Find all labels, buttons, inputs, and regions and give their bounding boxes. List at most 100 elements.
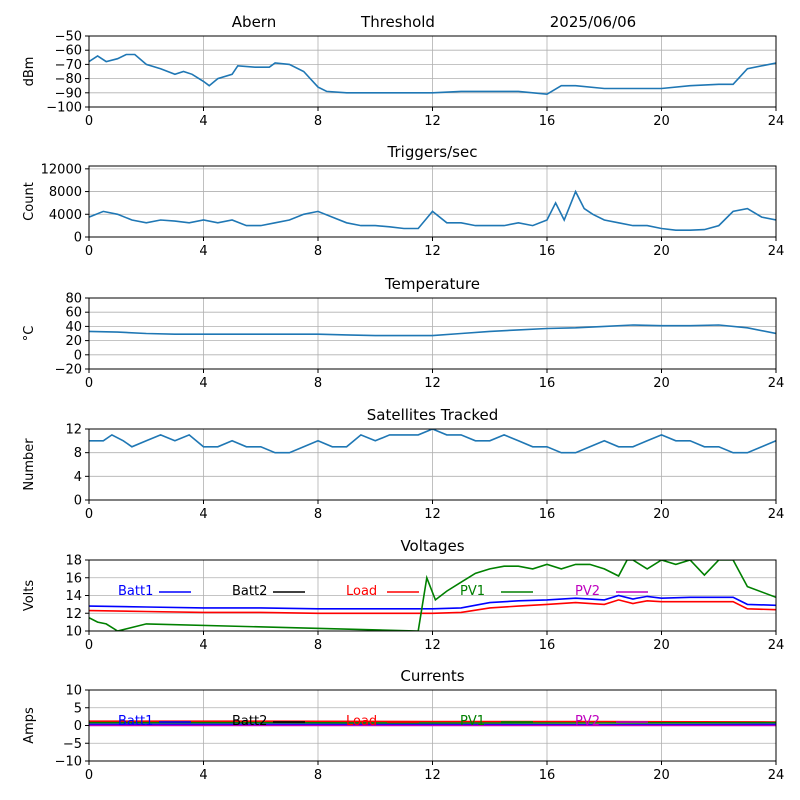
y-tick-label: 0 (74, 719, 82, 734)
y-axis-label: dBm (22, 57, 37, 87)
x-tick-label: 8 (314, 768, 322, 783)
chart-panel-5: 0 4 8 12 16 20 24 10 12 14 16 18 Voltages Volts Batt1 B… (22, 537, 784, 653)
y-tick-label: −80 (55, 72, 82, 87)
x-tick-label: 16 (539, 638, 556, 653)
x-tick-label: 24 (768, 638, 785, 653)
x-tick-label: 12 (424, 376, 441, 391)
y-tick-label: 12 (65, 423, 82, 438)
y-tick-label: −90 (55, 86, 82, 101)
chart-title: Temperature (384, 275, 480, 293)
y-tick-label: 18 (65, 554, 82, 569)
x-tick-label: 0 (85, 244, 93, 259)
x-tick-label: 0 (85, 376, 93, 391)
y-tick-label: 14 (65, 589, 82, 604)
x-tick-label: 20 (653, 244, 670, 259)
x-tick-label: 24 (768, 768, 785, 783)
x-tick-label: 0 (85, 507, 93, 522)
series-line-4 (89, 560, 776, 631)
y-tick-label: 0 (74, 348, 82, 363)
x-tick-label: 20 (653, 768, 670, 783)
x-tick-label: 24 (768, 376, 785, 391)
x-tick-label: 4 (199, 244, 207, 259)
x-tick-label: 20 (653, 114, 670, 129)
legend-entry-label: Batt1 (118, 714, 153, 729)
y-tick-label: −50 (55, 30, 82, 45)
x-tick-label: 20 (653, 638, 670, 653)
x-tick-label: 8 (314, 244, 322, 259)
header-date: 2025/06/06 (550, 13, 636, 31)
x-tick-label: 4 (199, 768, 207, 783)
y-tick-label: 0 (74, 494, 82, 509)
x-tick-label: 12 (424, 114, 441, 129)
y-tick-label: −70 (55, 58, 82, 73)
series-line-1 (89, 189, 776, 231)
x-tick-label: 0 (85, 768, 93, 783)
x-tick-label: 24 (768, 114, 785, 129)
y-axis-label: Volts (22, 580, 37, 612)
series-line-3 (89, 720, 776, 723)
y-tick-label: −20 (55, 363, 82, 378)
y-tick-label: −60 (55, 44, 82, 59)
y-tick-label: 4 (74, 470, 82, 485)
x-tick-label: 24 (768, 244, 785, 259)
y-tick-label: −100 (46, 101, 82, 116)
x-tick-label: 8 (314, 638, 322, 653)
chart-title: Voltages (400, 537, 464, 555)
legend-entry-label: Batt2 (232, 714, 267, 729)
x-tick-label: 8 (314, 114, 322, 129)
header-station: Abern (232, 13, 276, 31)
x-tick-label: 8 (314, 376, 322, 391)
x-tick-label: 4 (199, 376, 207, 391)
x-tick-label: 4 (199, 507, 207, 522)
y-tick-label: 0 (74, 231, 82, 246)
y-tick-label: −10 (55, 755, 82, 770)
y-tick-label: 60 (65, 306, 82, 321)
x-tick-label: 16 (539, 114, 556, 129)
x-tick-label: 16 (539, 244, 556, 259)
y-axis-label: Number (22, 438, 37, 491)
legend-entry-label: PV2 (575, 584, 600, 599)
series-line-3 (89, 599, 776, 615)
chart-panel-6: 0 4 8 12 16 20 24 10 5 0 −5 −10 Currents Amps Batt1 Bat… (22, 667, 784, 783)
y-tick-label: 12000 (41, 162, 82, 177)
x-tick-label: 20 (653, 507, 670, 522)
y-tick-label: 10 (65, 684, 82, 699)
x-tick-label: 12 (424, 768, 441, 783)
x-tick-label: 0 (85, 638, 93, 653)
chart-panel-4: 0 4 8 12 16 20 24 0 4 8 12 Satellites Tracked Number (22, 406, 784, 522)
header-threshold: Threshold (360, 13, 435, 31)
y-tick-label: 8 (74, 446, 82, 461)
x-tick-label: 20 (653, 376, 670, 391)
series-line-1 (89, 429, 776, 454)
legend-entry-label: PV1 (460, 584, 485, 599)
x-tick-label: 8 (314, 507, 322, 522)
x-tick-label: 12 (424, 507, 441, 522)
y-tick-label: 10 (65, 625, 82, 640)
series-line-1 (89, 324, 776, 337)
chart-panel-2: 0 4 8 12 16 20 24 0 4000 8000 12000 Triggers/sec Cou… (22, 143, 784, 259)
x-tick-label: 16 (539, 768, 556, 783)
chart-panel-1: 0 4 8 12 16 20 24 −50−60−70−80−90−100 dBm (22, 30, 784, 130)
x-tick-label: 16 (539, 507, 556, 522)
x-tick-label: 12 (424, 638, 441, 653)
y-tick-label: 20 (65, 334, 82, 349)
y-tick-label: 12 (65, 607, 82, 622)
y-tick-label: 80 (65, 292, 82, 307)
x-tick-label: 0 (85, 114, 93, 129)
x-tick-label: 4 (199, 114, 207, 129)
y-tick-label: 16 (65, 571, 82, 586)
y-axis-label: °C (22, 326, 37, 342)
y-tick-label: 8000 (49, 185, 82, 200)
x-tick-label: 16 (539, 376, 556, 391)
series-line-1 (89, 594, 776, 610)
legend-entry-label: Load (346, 584, 377, 599)
y-axis-label: Count (22, 182, 37, 221)
chart-title: Satellites Tracked (367, 406, 498, 424)
y-tick-label: 5 (74, 701, 82, 716)
legend-entry-label: Batt1 (118, 584, 153, 599)
legend-entry-label: PV1 (460, 714, 485, 729)
chart-title: Triggers/sec (387, 143, 478, 161)
y-tick-label: −5 (63, 737, 82, 752)
